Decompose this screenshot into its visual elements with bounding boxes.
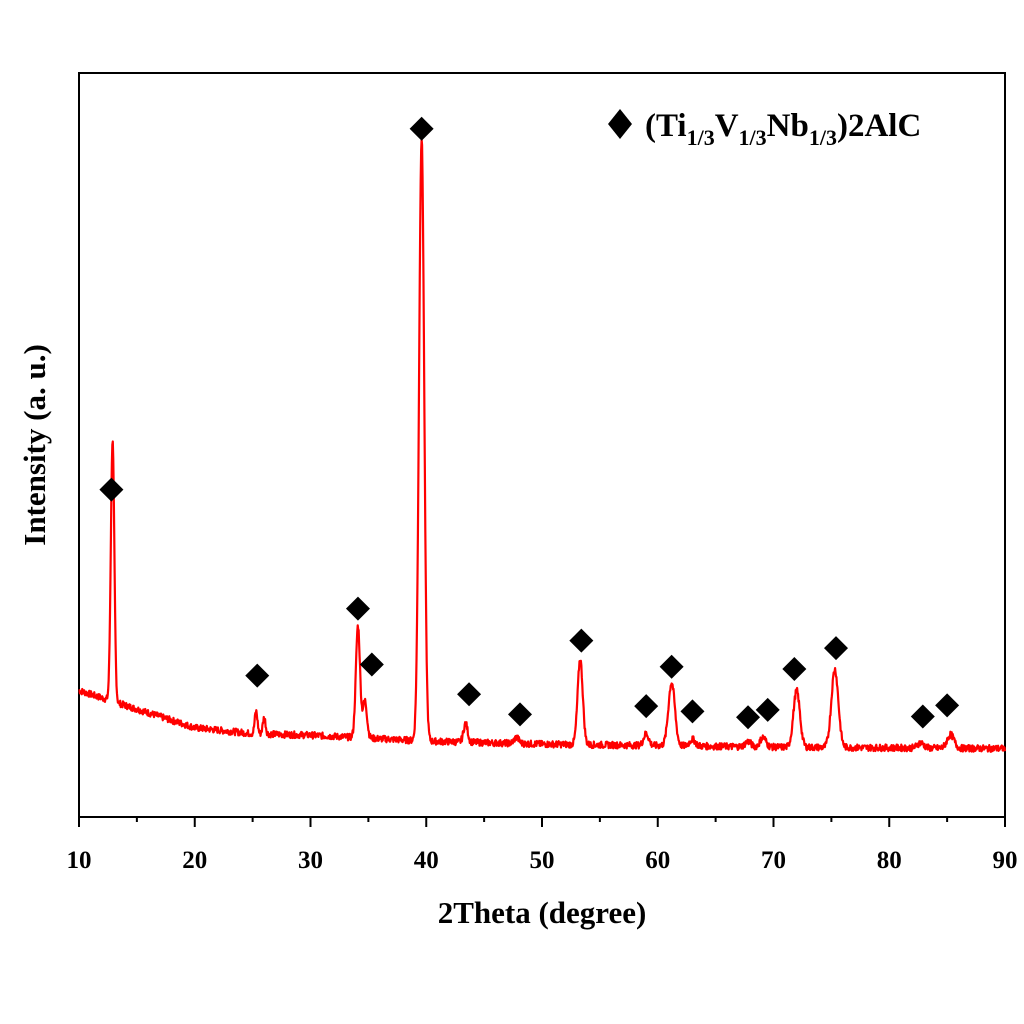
peak-marker-diamond-icon bbox=[736, 705, 761, 730]
peak-marker-diamond-icon bbox=[345, 596, 370, 621]
peak-marker-diamond-icon bbox=[508, 702, 533, 727]
x-axis-ticks bbox=[78, 817, 1006, 827]
peak-marker-diamond-icon bbox=[680, 699, 705, 724]
plot-frame bbox=[78, 72, 1006, 818]
peak-marker-diamond-icon bbox=[782, 656, 807, 681]
legend-label: (Ti1/3V1/3Nb1/3)2AlC bbox=[645, 108, 921, 150]
y-axis-title: Intensity (a. u.) bbox=[17, 344, 52, 546]
peak-marker-diamond-icon bbox=[359, 652, 384, 677]
x-tick-label: 50 bbox=[530, 847, 555, 874]
peak-marker-diamond-icon bbox=[659, 654, 684, 679]
x-tick-label: 80 bbox=[877, 847, 902, 874]
x-tick-label: 10 bbox=[67, 847, 92, 874]
x-axis-title: 2Theta (degree) bbox=[438, 895, 647, 930]
legend-sub-1: 1/3 bbox=[687, 125, 715, 150]
peak-marker-diamond-icon bbox=[457, 682, 482, 707]
peak-marker-diamond-icon bbox=[245, 663, 270, 688]
peak-marker-diamond-icon bbox=[409, 116, 434, 141]
legend-text-part-4: )2AlC bbox=[837, 108, 921, 144]
peak-marker-diamond-icon bbox=[824, 636, 849, 661]
peak-marker-diamond-icon bbox=[634, 694, 659, 719]
x-axis-tick-labels: 10 20 30 40 50 60 70 80 90 bbox=[67, 847, 1018, 874]
peak-marker-diamond-icon bbox=[910, 704, 935, 729]
peak-marker-diamond-icon bbox=[99, 477, 124, 502]
legend-text-part-3: Nb bbox=[767, 108, 809, 144]
x-tick-label: 20 bbox=[182, 847, 207, 874]
peak-marker-diamond-icon bbox=[569, 628, 594, 653]
peak-markers bbox=[99, 116, 960, 730]
legend-diamond-icon bbox=[608, 109, 632, 139]
x-tick-label: 40 bbox=[414, 847, 439, 874]
legend: (Ti1/3V1/3Nb1/3)2AlC bbox=[608, 108, 921, 150]
xrd-series-line bbox=[78, 138, 1007, 753]
x-tick-label: 30 bbox=[298, 847, 323, 874]
peak-marker-diamond-icon bbox=[935, 693, 960, 718]
peak-marker-diamond-icon bbox=[755, 697, 780, 722]
legend-sub-2: 1/3 bbox=[739, 125, 767, 150]
x-tick-label: 70 bbox=[761, 847, 786, 874]
legend-text-part-1: (Ti bbox=[645, 108, 687, 144]
legend-sub-3: 1/3 bbox=[809, 125, 837, 150]
x-tick-label: 90 bbox=[993, 847, 1018, 874]
legend-text-part-2: V bbox=[715, 108, 739, 144]
x-tick-label: 60 bbox=[645, 847, 670, 874]
